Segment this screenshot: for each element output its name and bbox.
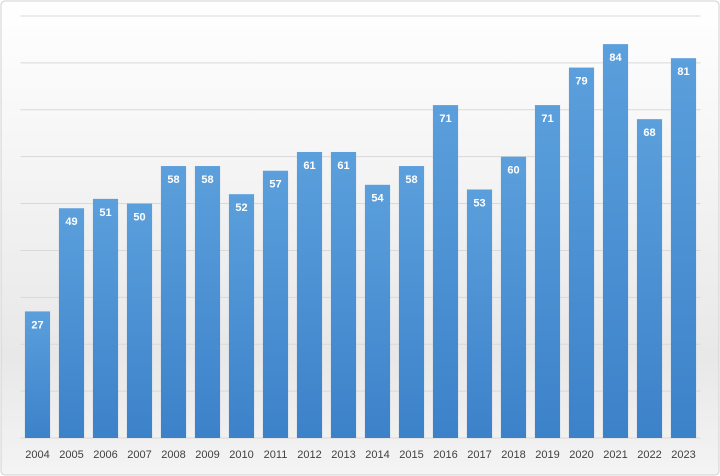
value-label: 51 (99, 207, 111, 219)
x-tick-label: 2010 (229, 449, 253, 461)
x-tick-label: 2018 (501, 449, 525, 461)
bar (58, 208, 85, 438)
value-label: 58 (405, 174, 417, 186)
bar (364, 184, 391, 438)
bar (24, 311, 51, 438)
value-label: 58 (167, 174, 179, 186)
bar (194, 166, 221, 439)
value-label: 71 (439, 113, 451, 125)
x-tick-label: 2007 (127, 449, 151, 461)
x-tick-label: 2023 (671, 449, 695, 461)
value-label: 27 (31, 319, 43, 331)
bar (670, 58, 697, 438)
x-tick-label: 2014 (365, 449, 389, 461)
value-label: 57 (269, 179, 281, 191)
value-label: 52 (235, 202, 247, 214)
x-tick-label: 2021 (603, 449, 627, 461)
bar (500, 156, 527, 438)
value-label: 71 (541, 113, 553, 125)
value-label: 54 (371, 193, 384, 205)
x-tick-label: 2004 (25, 449, 49, 461)
bar (126, 203, 153, 438)
x-tick-label: 2012 (297, 449, 321, 461)
x-tick-label: 2009 (195, 449, 219, 461)
bar (432, 105, 459, 438)
x-tick-label: 2020 (569, 449, 593, 461)
bar (296, 151, 323, 438)
bar (568, 67, 595, 439)
value-label: 79 (575, 75, 587, 87)
bar (160, 166, 187, 439)
value-label: 84 (609, 52, 622, 64)
value-label: 53 (473, 197, 485, 209)
x-tick-label: 2013 (331, 449, 355, 461)
bar (534, 105, 561, 438)
x-tick-label: 2005 (59, 449, 83, 461)
bar (602, 44, 629, 439)
x-tick-label: 2022 (637, 449, 661, 461)
bar (262, 170, 289, 438)
bar (636, 119, 663, 439)
bar (466, 189, 493, 438)
x-tick-label: 2019 (535, 449, 559, 461)
x-tick-label: 2006 (93, 449, 117, 461)
value-label: 49 (65, 216, 77, 228)
value-label: 81 (677, 66, 689, 78)
bar (330, 151, 357, 438)
x-tick-label: 2011 (264, 449, 288, 461)
x-tick-label: 2017 (467, 449, 491, 461)
value-label: 58 (201, 174, 213, 186)
value-label: 50 (133, 211, 145, 223)
value-label: 61 (337, 160, 349, 172)
bar (92, 198, 119, 438)
value-label: 60 (507, 165, 519, 177)
value-label: 68 (643, 127, 655, 139)
x-tick-label: 2008 (161, 449, 185, 461)
bar (398, 166, 425, 439)
value-label: 61 (303, 160, 315, 172)
x-tick-label: 2015 (399, 449, 423, 461)
x-tick-label: 2016 (433, 449, 457, 461)
bar (228, 194, 255, 438)
